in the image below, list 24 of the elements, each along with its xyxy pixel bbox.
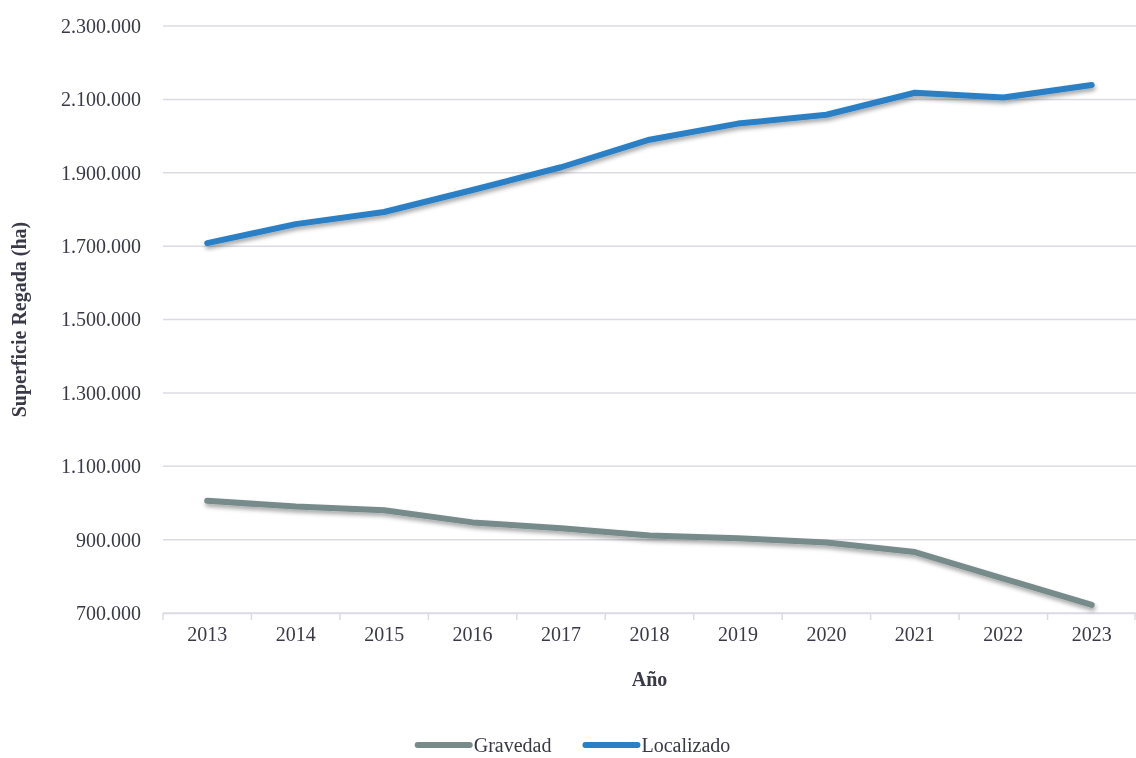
y-tick-label: 1.500.000 bbox=[61, 308, 141, 331]
y-tick-label: 1.700.000 bbox=[61, 235, 141, 258]
x-tick-label: 2016 bbox=[452, 623, 493, 646]
x-tick-label: 2022 bbox=[983, 623, 1024, 646]
legend-label: Gravedad bbox=[473, 734, 552, 756]
y-axis-title: Superficie Regada (ha) bbox=[8, 221, 31, 418]
x-tick-label: 2013 bbox=[187, 623, 228, 646]
y-tick-label: 700.000 bbox=[76, 601, 141, 624]
y-tick-label: 1.900.000 bbox=[61, 161, 141, 184]
y-tick-label: 1.300.000 bbox=[61, 381, 141, 404]
legend-label: Localizado bbox=[641, 734, 731, 756]
x-axis-title: Año bbox=[631, 668, 668, 690]
x-tick-label: 2020 bbox=[806, 623, 847, 646]
x-tick-label: 2015 bbox=[364, 623, 405, 646]
y-tick-label: 1.100.000 bbox=[61, 455, 141, 478]
y-tick-label: 2.100.000 bbox=[61, 88, 141, 111]
x-tick-label: 2014 bbox=[275, 623, 316, 646]
y-tick-label: 2.300.000 bbox=[61, 14, 141, 37]
x-tick-label: 2023 bbox=[1071, 623, 1112, 646]
x-tick-label: 2017 bbox=[541, 623, 582, 646]
y-tick-label: 900.000 bbox=[76, 528, 141, 551]
x-tick-label: 2021 bbox=[894, 623, 935, 646]
x-tick-label: 2018 bbox=[629, 623, 670, 646]
x-tick-label: 2019 bbox=[717, 623, 758, 646]
